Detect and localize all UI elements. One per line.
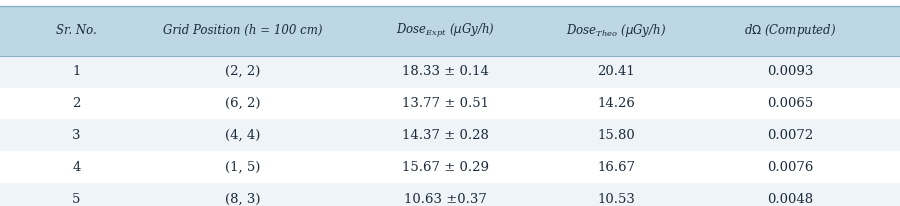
Text: 18.33 ± 0.14: 18.33 ± 0.14 [402, 65, 489, 78]
Text: Grid Position (h = 100 cm): Grid Position (h = 100 cm) [163, 24, 323, 37]
Bar [0, 88, 900, 119]
Text: 0.0048: 0.0048 [767, 193, 814, 206]
Text: (4, 4): (4, 4) [225, 129, 261, 142]
Bar [0, 56, 900, 88]
Text: 15.80: 15.80 [598, 129, 635, 142]
Text: Dose$_{\mathregular{Theo}}$ ($\mu$Gy/h): Dose$_{\mathregular{Theo}}$ ($\mu$Gy/h) [566, 22, 667, 39]
Bar [0, 6, 900, 56]
Text: 20.41: 20.41 [598, 65, 635, 78]
Text: 15.67 ± 0.29: 15.67 ± 0.29 [402, 161, 489, 174]
Text: 0.0093: 0.0093 [767, 65, 814, 78]
Text: 10.53: 10.53 [598, 193, 635, 206]
Text: (1, 5): (1, 5) [225, 161, 261, 174]
Text: Sr. No.: Sr. No. [56, 24, 97, 37]
Text: 13.77 ± 0.51: 13.77 ± 0.51 [402, 97, 489, 110]
Bar [0, 183, 900, 206]
Text: Dose$_{\mathregular{Expt}}$ ($\mu$Gy/h): Dose$_{\mathregular{Expt}}$ ($\mu$Gy/h) [396, 22, 495, 40]
Text: 0.0076: 0.0076 [767, 161, 814, 174]
Text: 16.67: 16.67 [598, 161, 635, 174]
Text: 14.37 ± 0.28: 14.37 ± 0.28 [402, 129, 489, 142]
Text: 4: 4 [72, 161, 81, 174]
Bar [0, 119, 900, 151]
Bar [0, 151, 900, 183]
Text: (2, 2): (2, 2) [225, 65, 261, 78]
Text: 0.0065: 0.0065 [767, 97, 814, 110]
Text: (6, 2): (6, 2) [225, 97, 261, 110]
Text: d$\Omega$ (Computed): d$\Omega$ (Computed) [744, 22, 836, 39]
Text: 1: 1 [72, 65, 81, 78]
Text: 3: 3 [72, 129, 81, 142]
Text: 10.63 ±0.37: 10.63 ±0.37 [404, 193, 487, 206]
Text: 5: 5 [72, 193, 81, 206]
Text: 2: 2 [72, 97, 81, 110]
Text: 14.26: 14.26 [598, 97, 635, 110]
Text: (8, 3): (8, 3) [225, 193, 261, 206]
Text: 0.0072: 0.0072 [767, 129, 814, 142]
